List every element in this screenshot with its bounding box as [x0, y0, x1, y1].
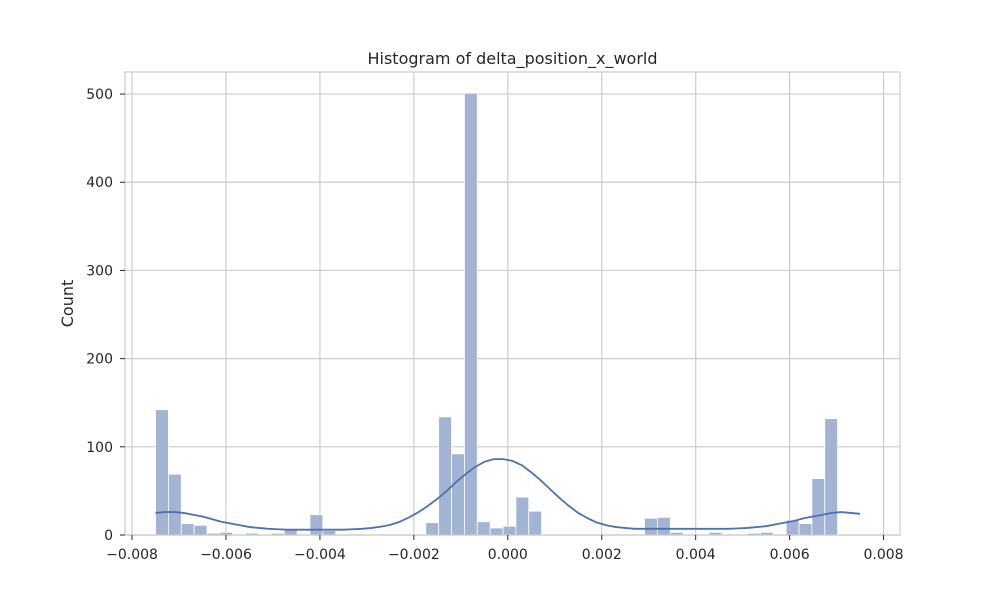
y-tick-label: 300 [86, 263, 113, 279]
histogram-bar [515, 496, 530, 536]
x-tick-label: −0.008 [106, 547, 158, 563]
histogram-bars [155, 92, 839, 536]
y-axis-ticks: 0 100 200 300 400 500 [86, 87, 125, 544]
histogram-bar [167, 473, 182, 536]
x-tick-label: 0.004 [676, 547, 716, 563]
y-tick-label: 200 [86, 352, 113, 368]
histogram-bar [824, 418, 839, 536]
histogram-bar [309, 514, 324, 536]
histogram-bar [155, 409, 169, 536]
x-tick-label: −0.006 [200, 547, 252, 563]
histogram-bar [438, 416, 452, 536]
x-tick-label: 0.002 [582, 547, 622, 563]
histogram-bar [180, 523, 195, 536]
histogram-bar [502, 525, 517, 536]
histogram-bar [193, 524, 208, 536]
histogram-bar [811, 478, 826, 536]
y-axis-label: Count [58, 280, 77, 328]
y-tick-label: 100 [86, 440, 113, 456]
histogram-bar [451, 453, 465, 536]
x-tick-label: 0.008 [864, 547, 904, 563]
histogram-bar [798, 523, 813, 536]
y-tick-label: 0 [104, 528, 113, 544]
chart-title: Histogram of delta_position_x_world [367, 49, 657, 69]
plot-frame [124, 71, 901, 536]
kde-curve [155, 458, 861, 531]
x-tick-label: −0.002 [388, 547, 440, 563]
histogram-bar [528, 510, 543, 536]
x-tick-label: −0.004 [294, 547, 346, 563]
histogram-bar [489, 527, 504, 536]
histogram-bar [476, 521, 491, 536]
y-tick-label: 500 [86, 87, 113, 103]
histogram-bar [644, 517, 658, 536]
x-axis-ticks: −0.008 −0.006 −0.004 −0.002 0.000 0.002 0.004 0… [106, 535, 904, 563]
histogram-bar [425, 522, 440, 536]
x-tick-label: 0.000 [488, 547, 528, 563]
y-tick-label: 400 [86, 175, 113, 191]
x-tick-label: 0.006 [770, 547, 810, 563]
histogram-bar [464, 92, 478, 536]
histogram-bar [322, 530, 337, 536]
histogram-bar [657, 516, 671, 536]
